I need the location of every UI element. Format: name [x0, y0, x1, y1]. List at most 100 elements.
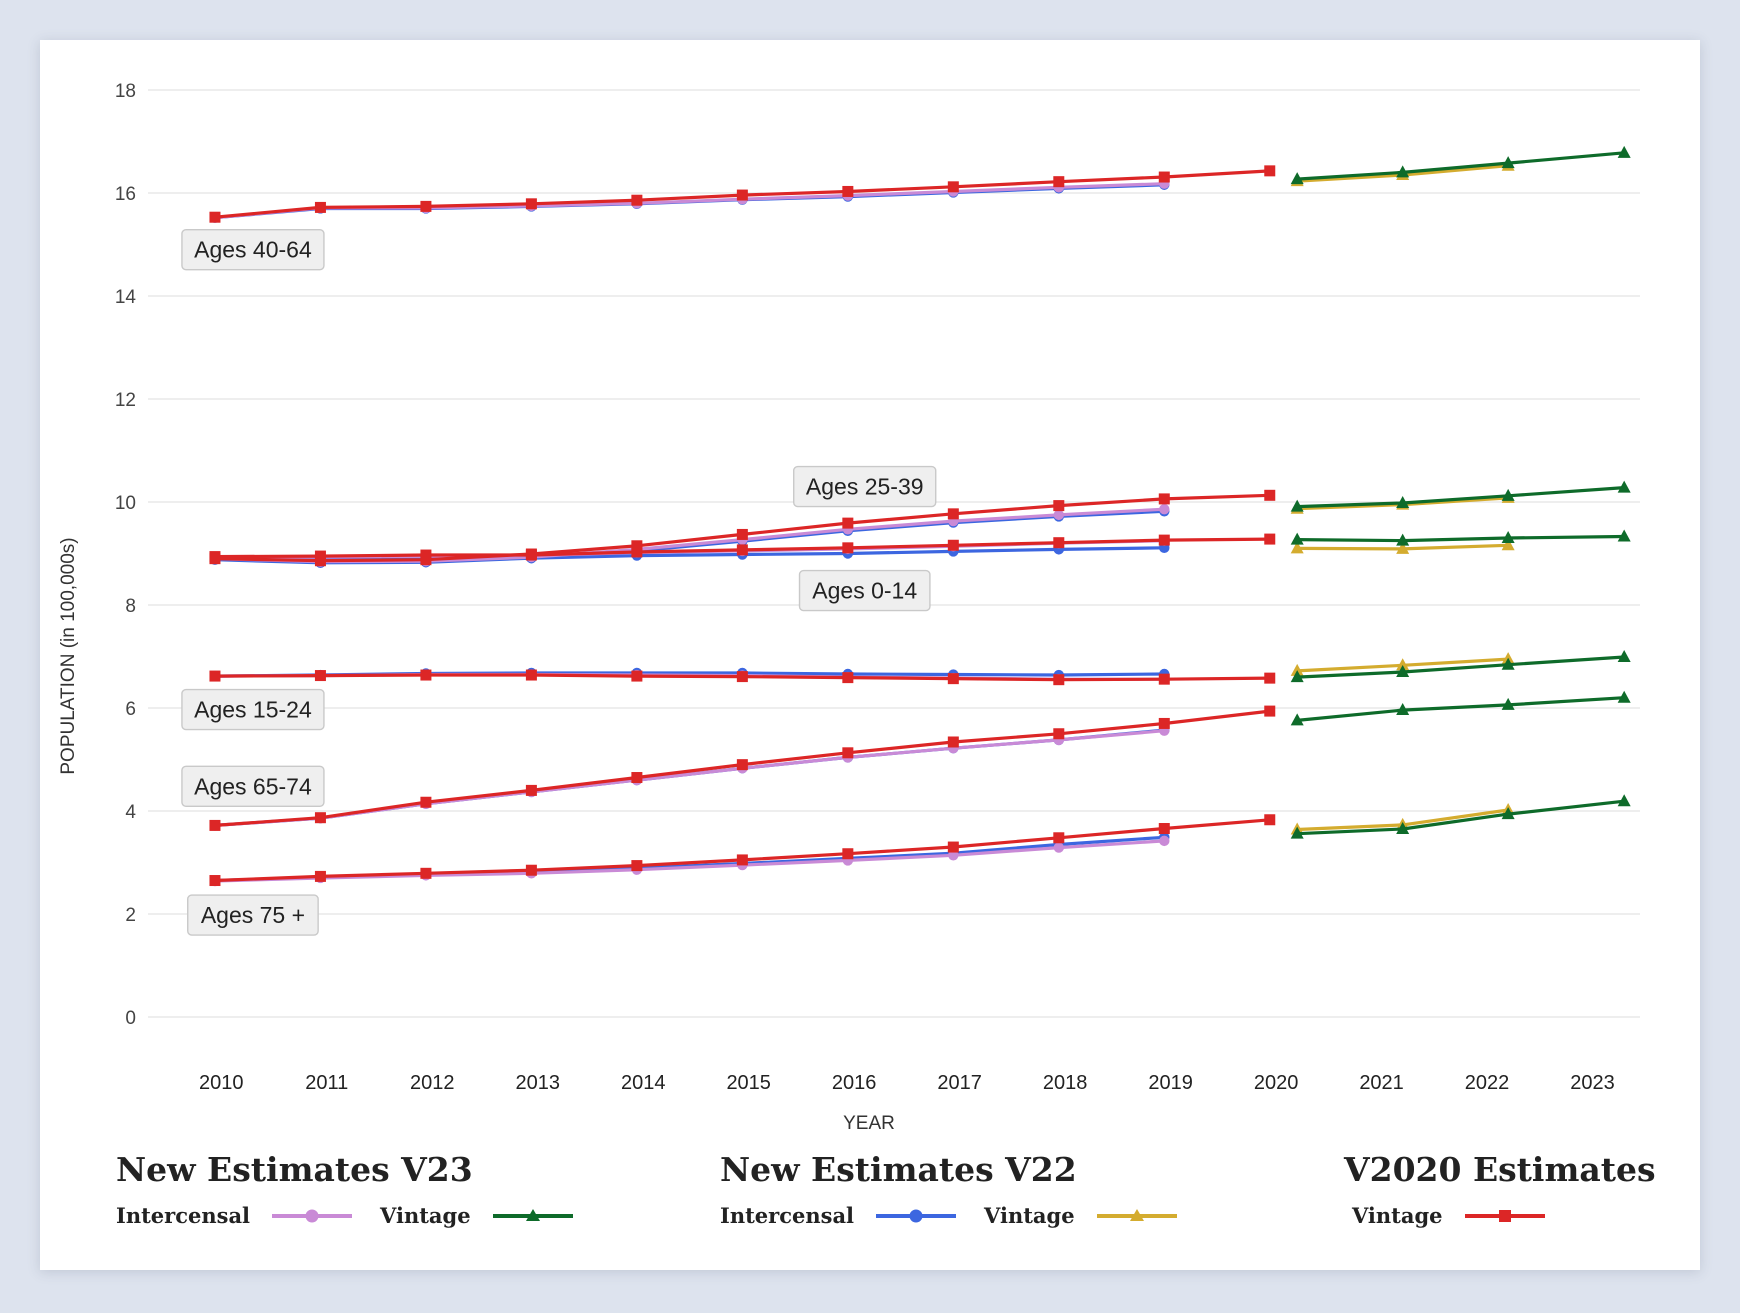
data-point: [1290, 713, 1304, 726]
y-tick-labels: 0 2 4 6 8 10 12 14 16 18: [115, 81, 137, 1029]
data-point: [1158, 673, 1170, 685]
data-point: [947, 673, 959, 685]
data-point: [1159, 835, 1170, 847]
data-point: [314, 870, 326, 882]
data-point: [525, 864, 537, 876]
data-point: [420, 796, 432, 808]
x-tick-label: 2019: [1148, 1072, 1193, 1094]
data-point: [1290, 532, 1304, 545]
series-ages-0-14-v23-vintage: [1290, 529, 1631, 546]
data-point: [209, 670, 221, 682]
series-line: [1297, 151, 1625, 181]
data-point: [1501, 538, 1515, 551]
y-tick-label: 10: [115, 493, 136, 514]
y-tick-label: 0: [125, 1008, 136, 1029]
data-point: [1396, 496, 1410, 509]
data-point: [420, 669, 432, 681]
series-line: [1297, 534, 1625, 543]
data-point: [1053, 728, 1065, 740]
data-point: [947, 841, 959, 853]
annotation-box: [181, 228, 325, 271]
legend-group-v22: New Estimates V22 Intercensal Vintage: [720, 1150, 1205, 1228]
series-ages-65-74-v23-intercensal: [209, 725, 1170, 831]
x-axis-label: YEAR: [843, 1113, 895, 1134]
data-point: [736, 854, 748, 866]
data-point: [314, 550, 326, 562]
data-point: [1158, 534, 1170, 546]
data-point: [842, 672, 854, 684]
annotation-box: [187, 894, 319, 936]
data-point: [842, 747, 854, 759]
data-point: [947, 508, 959, 520]
series-ages-75--v2020-vintage: [209, 814, 1276, 887]
series-line: [1297, 655, 1625, 679]
x-tick-label: 2015: [726, 1072, 771, 1094]
data-point: [314, 201, 326, 213]
data-point: [1159, 504, 1170, 515]
data-point: [1290, 663, 1304, 676]
series-line: [214, 839, 1165, 883]
data-point: [1053, 842, 1065, 853]
legend-label-v22-intercensal: Intercensal: [720, 1203, 855, 1228]
legend-group-v23: New Estimates V23 Intercensal Vintage: [116, 1150, 601, 1228]
data-point: [1501, 697, 1515, 710]
annotation-box: [793, 465, 937, 508]
legend-swatch-v23-intercensal-icon: [272, 1209, 353, 1222]
x-tick-label: 2021: [1359, 1072, 1404, 1094]
data-point: [1290, 670, 1304, 683]
data-point: [1617, 650, 1631, 663]
data-point: [1158, 171, 1170, 183]
legend-title-v22: New Estimates V22: [720, 1150, 1077, 1189]
data-point: [736, 528, 748, 540]
x-tick-label: 2016: [832, 1072, 877, 1094]
data-point: [525, 669, 537, 681]
y-tick-label: 18: [115, 81, 136, 102]
data-point: [1617, 480, 1631, 493]
data-point: [525, 198, 537, 210]
legend-label-v23-intercensal: Intercensal: [116, 1203, 251, 1228]
series-ages-40-64-v2020-vintage: [209, 165, 1276, 223]
data-point: [842, 848, 854, 860]
annotation-text: Ages 40-64: [194, 237, 312, 263]
data-point: [736, 544, 748, 556]
x-tick-label: 2022: [1465, 1072, 1510, 1094]
data-point: [1158, 717, 1170, 729]
data-point: [1053, 537, 1065, 549]
series-ages-0-14-v2020-vintage: [209, 533, 1276, 563]
y-tick-label: 14: [115, 287, 137, 308]
population-line-chart: 0 2 4 6 8 10 12 14 16 18 2010 2011 2012 2013 2014 2015…: [58, 81, 1640, 1134]
data-point: [1396, 541, 1410, 554]
series-ages-40-64-v23-intercensal: [209, 178, 1170, 223]
data-point: [1501, 657, 1515, 670]
data-point: [1290, 499, 1304, 512]
legend-group-v2020: V2020 Estimates Vintage: [1344, 1150, 1656, 1228]
data-point: [631, 540, 643, 552]
annotation-text: Ages 0-14: [812, 578, 917, 604]
x-tick-label: 2013: [515, 1072, 560, 1094]
series-ages-0-14-v22-vintage: [1290, 538, 1515, 554]
x-tick-label: 2014: [621, 1072, 666, 1094]
data-point: [947, 181, 959, 193]
series-ages-15-24-v2020-vintage: [209, 669, 1276, 686]
y-tick-label: 6: [125, 699, 136, 720]
data-point: [1290, 541, 1304, 554]
series-ages-65-74-v2020-vintage: [209, 705, 1276, 831]
data-point: [1396, 165, 1410, 178]
annotation-label: Ages 0-14: [798, 569, 931, 612]
data-point: [1396, 533, 1410, 546]
annotation-label: Ages 65-74: [181, 765, 325, 807]
series-ages-40-64-v23-vintage: [1290, 145, 1631, 185]
data-point: [842, 517, 854, 529]
annotation-text: Ages 65-74: [194, 773, 312, 799]
annotations-layer: Ages 40-64 Ages 25-39 Ages 0-14 Ages 15-24 A…: [181, 228, 937, 936]
data-point: [1053, 500, 1065, 512]
data-point: [314, 670, 326, 682]
data-point: [314, 812, 326, 824]
annotation-label: Ages 75 +: [187, 894, 319, 936]
data-point: [947, 736, 959, 748]
series-line: [214, 182, 1165, 220]
data-point: [525, 784, 537, 796]
data-point: [209, 875, 221, 887]
series-layer: [209, 145, 1631, 887]
data-point: [1617, 794, 1631, 807]
